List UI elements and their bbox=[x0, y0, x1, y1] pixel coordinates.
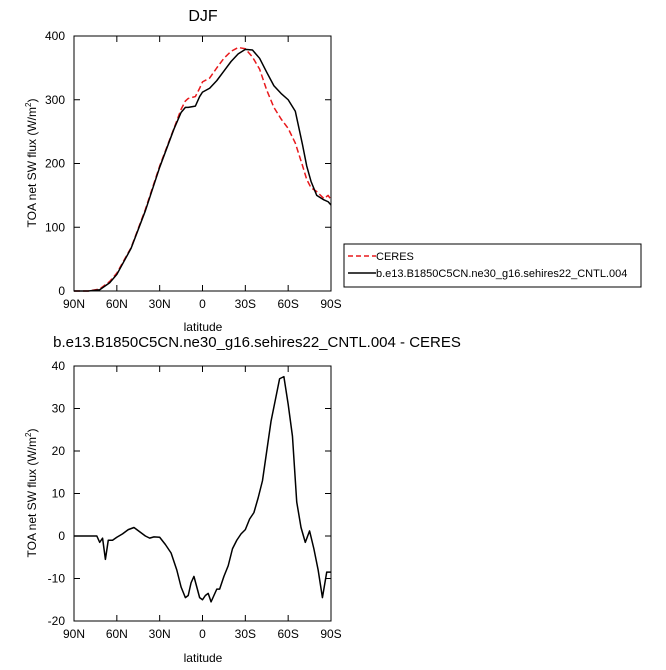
legend: CERES b.e13.B1850C5CN.ne30_g16.sehires22… bbox=[343, 243, 642, 288]
x-tick-label: 30S bbox=[235, 627, 256, 641]
plot-frame bbox=[73, 365, 332, 622]
panel-title: b.e13.B1850C5CN.ne30_g16.sehires22_CNTL.… bbox=[53, 334, 461, 351]
y-tick-label: 400 bbox=[45, 29, 65, 43]
y-tick-label: 200 bbox=[45, 157, 65, 171]
y-tick-label: 10 bbox=[52, 487, 66, 501]
y-tick-label: 20 bbox=[52, 444, 66, 458]
y-axis-label-text: TOA net SW flux (W/m bbox=[25, 107, 39, 227]
x-axis-label: latitude bbox=[184, 320, 223, 334]
legend-label-ceres: CERES bbox=[376, 251, 414, 263]
y-tick-label: -20 bbox=[48, 614, 66, 628]
plot-frame bbox=[73, 35, 332, 292]
y-axis-label-superscript: 2 bbox=[24, 432, 33, 437]
y-tick-label: 0 bbox=[58, 284, 65, 298]
x-tick-label: 60N bbox=[106, 297, 128, 311]
y-tick-label: -10 bbox=[48, 572, 66, 586]
series-line-1 bbox=[74, 48, 332, 292]
x-tick-label: 30N bbox=[149, 627, 171, 641]
x-tick-label: 60S bbox=[277, 627, 298, 641]
panel-title: DJF bbox=[188, 8, 218, 25]
x-tick-label: 0 bbox=[199, 627, 206, 641]
x-tick-label: 90S bbox=[320, 297, 341, 311]
y-axis-label: TOA net SW flux (W/m2) bbox=[24, 429, 39, 558]
series-line-0 bbox=[74, 375, 331, 603]
x-tick-label: 30N bbox=[149, 297, 171, 311]
y-axis-label-end: ) bbox=[25, 99, 39, 103]
y-tick-label: 100 bbox=[45, 220, 65, 234]
djf-flux-panel: DJF 90N 60N 30N 0 30S 60S 90S 0 100 200 300 400 lat… bbox=[24, 8, 642, 334]
y-axis-label-text: TOA net SW flux (W/m bbox=[25, 437, 39, 557]
y-tick-label: 300 bbox=[45, 93, 65, 107]
x-axis-label: latitude bbox=[184, 651, 223, 665]
y-tick-label: 40 bbox=[52, 359, 66, 373]
x-tick-label: 90N bbox=[63, 627, 85, 641]
y-axis-label: TOA net SW flux (W/m2) bbox=[24, 99, 39, 228]
x-tick-label: 90N bbox=[63, 297, 85, 311]
y-tick-label: 30 bbox=[52, 402, 66, 416]
plot-ticks: 90N 60N 30N 0 30S 60S 90S -20 -10 0 10 20 30 40 bbox=[48, 359, 342, 641]
y-axis-label-superscript: 2 bbox=[24, 102, 33, 107]
x-tick-label: 30S bbox=[235, 297, 256, 311]
legend-label-model: b.e13.B1850C5CN.ne30_g16.sehires22_CNTL.… bbox=[376, 268, 627, 280]
x-tick-label: 60N bbox=[106, 627, 128, 641]
series-line-0 bbox=[74, 46, 332, 292]
plot-series bbox=[74, 46, 332, 292]
y-tick-label: 0 bbox=[58, 529, 65, 543]
x-tick-label: 60S bbox=[277, 297, 298, 311]
x-tick-label: 90S bbox=[320, 627, 341, 641]
difference-panel: b.e13.B1850C5CN.ne30_g16.sehires22_CNTL.… bbox=[24, 334, 461, 665]
plot-series bbox=[74, 375, 331, 603]
legend-box bbox=[343, 243, 642, 288]
y-axis-label-end: ) bbox=[25, 429, 39, 433]
plot-ticks: 90N 60N 30N 0 30S 60S 90S 0 100 200 300 400 bbox=[45, 29, 342, 311]
x-tick-label: 0 bbox=[199, 297, 206, 311]
